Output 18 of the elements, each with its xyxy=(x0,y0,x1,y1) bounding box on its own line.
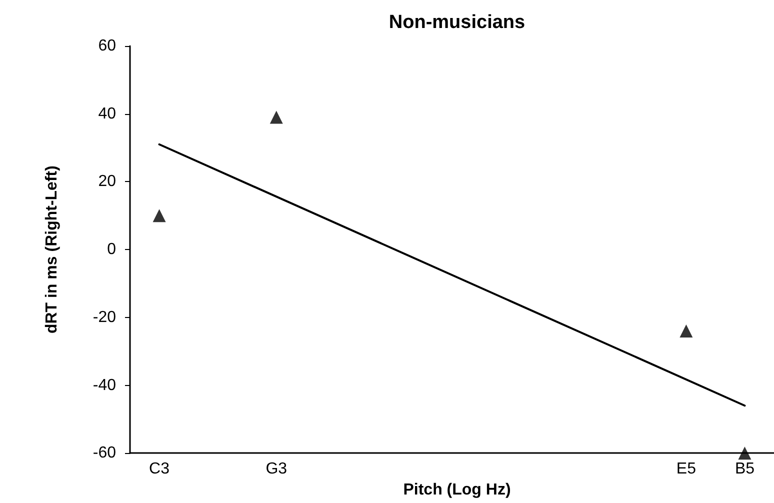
y-axis-title: dRT in ms (Right-Left) xyxy=(44,166,60,334)
y-tick-label: -20 xyxy=(92,308,116,326)
y-tick-label: -60 xyxy=(92,444,116,462)
x-tick-label: B5 xyxy=(734,460,755,478)
y-tick-label: -40 xyxy=(92,376,116,394)
point xyxy=(270,110,283,124)
y-tick-label: 20 xyxy=(98,173,116,190)
y-tick-label: 60 xyxy=(98,38,116,54)
x-tick-label: C3 xyxy=(149,460,170,478)
chart-title: Non-musicians xyxy=(388,12,526,33)
y-tick-label: 0 xyxy=(107,241,116,258)
point xyxy=(680,324,693,338)
x-tick-label: G3 xyxy=(266,460,288,478)
x-tick-label: E5 xyxy=(676,460,696,478)
x-axis-title: Pitch (Log Hz) xyxy=(403,482,511,498)
point xyxy=(738,446,752,460)
y-tick-label: 40 xyxy=(98,105,116,122)
point xyxy=(152,209,166,222)
